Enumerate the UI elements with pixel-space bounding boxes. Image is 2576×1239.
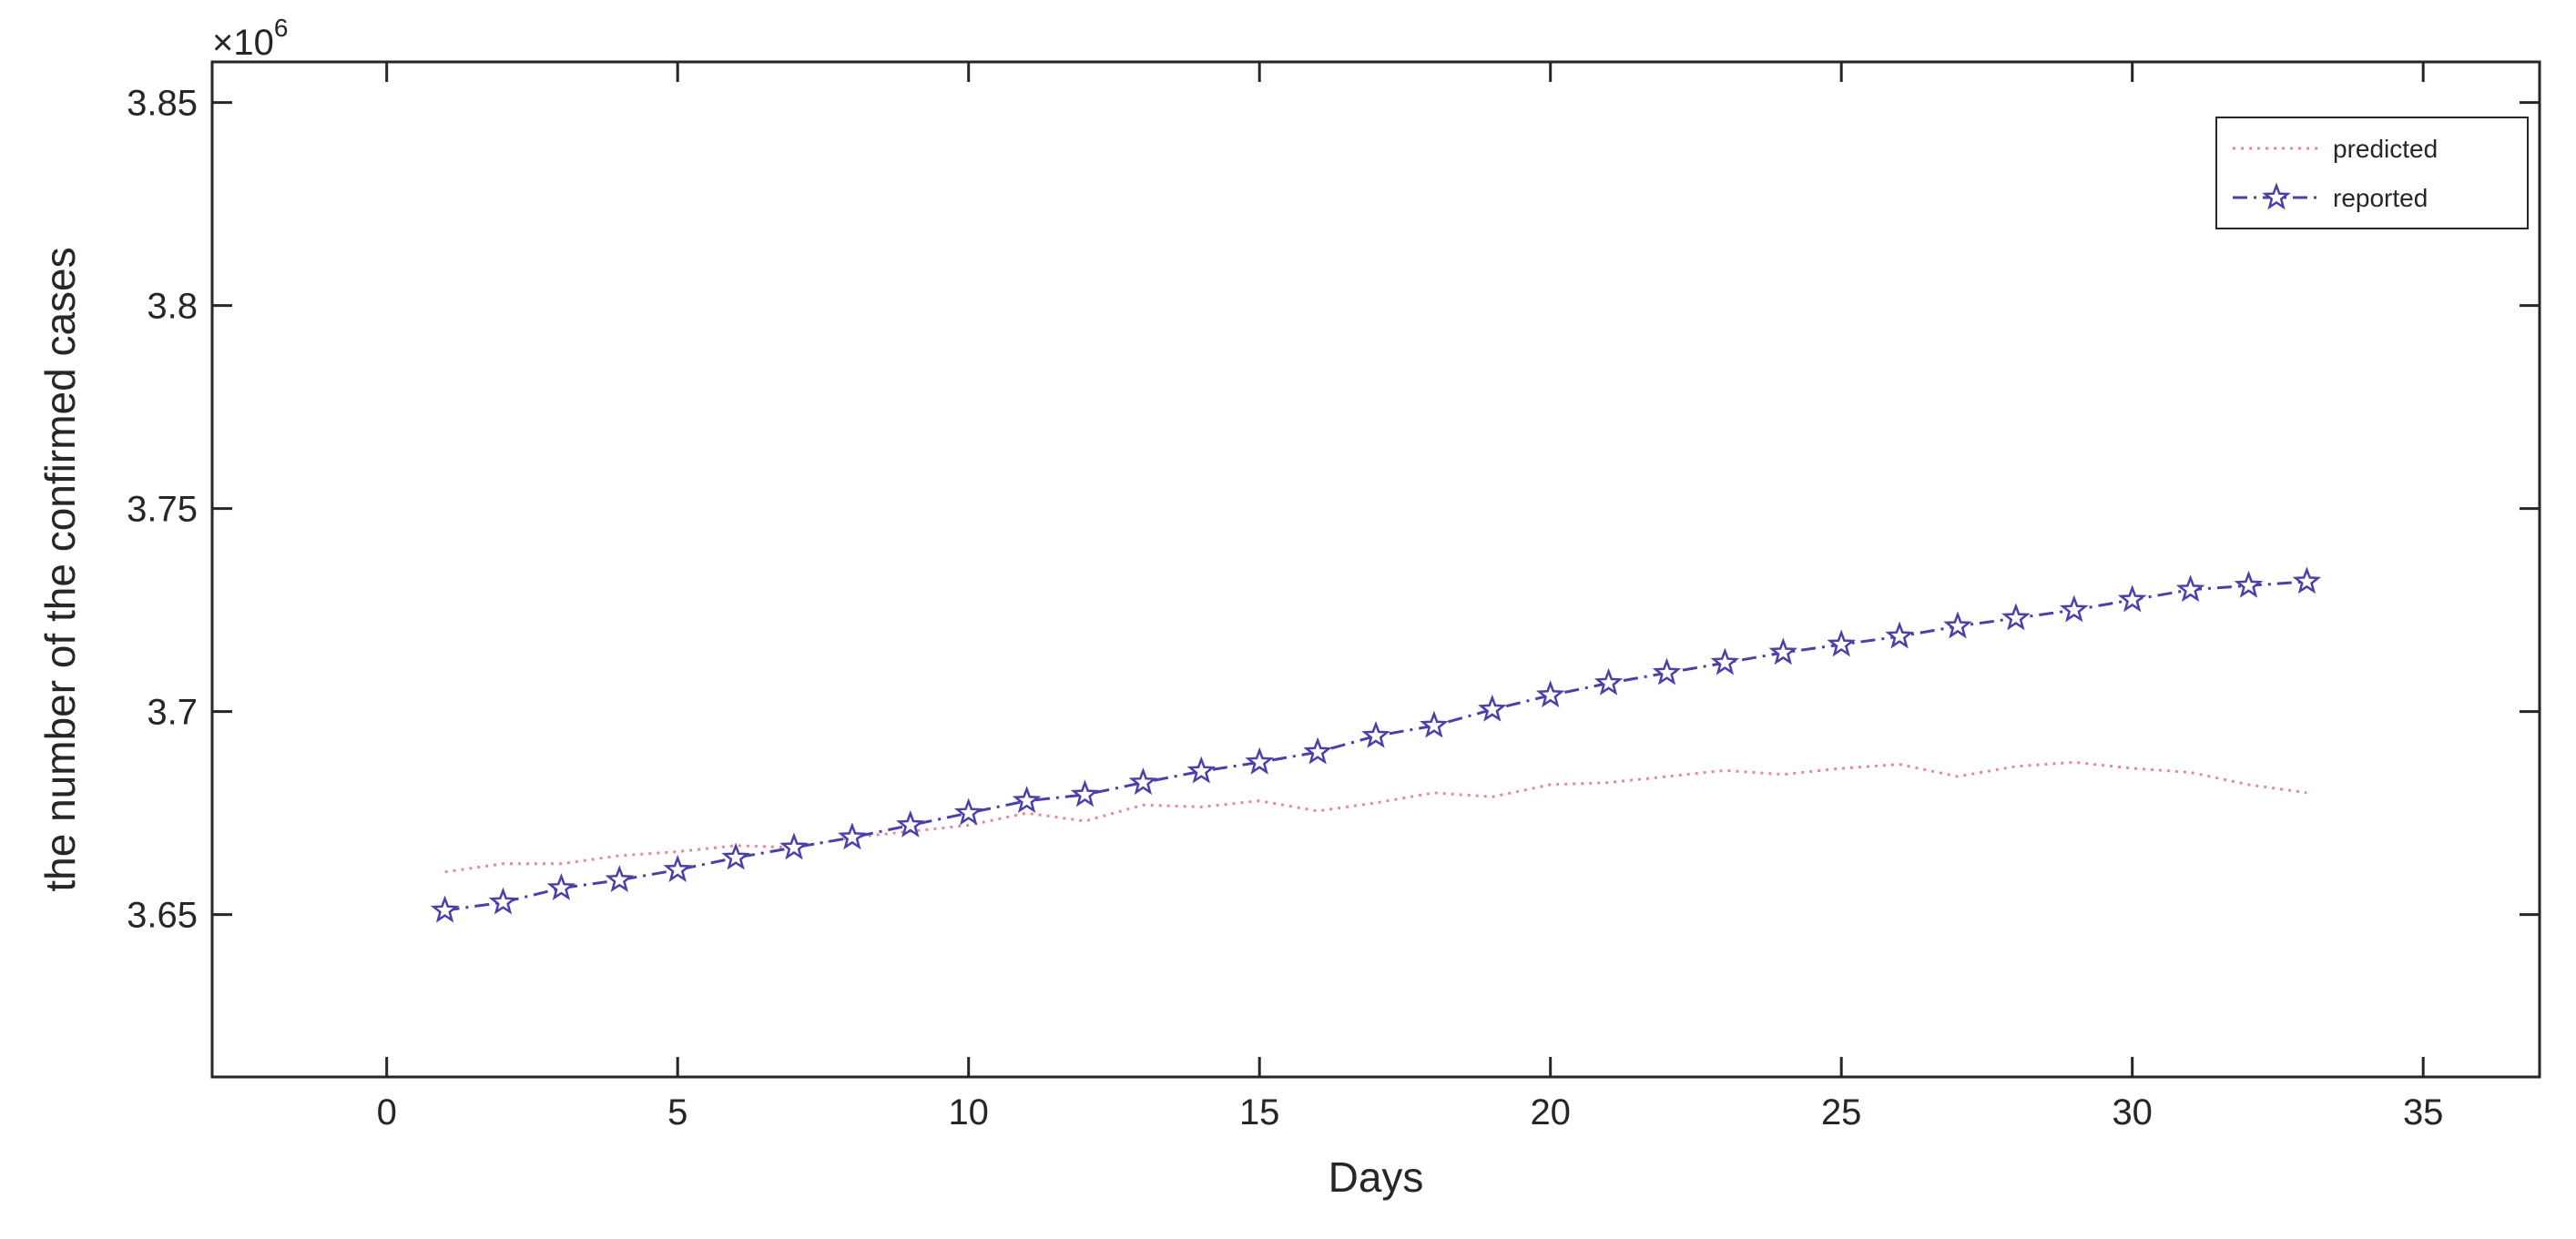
- y-axis: 3.65 3.7 3.75 3.8 3.85: [127, 84, 2540, 936]
- data-point-reported: [2234, 570, 2264, 598]
- data-point-reported: [1070, 779, 1100, 807]
- x-tick-label: 25: [1821, 1092, 1862, 1132]
- series-reported: [430, 566, 2322, 923]
- data-point-reported: [1652, 657, 1682, 686]
- data-point-reported: [1885, 621, 1914, 649]
- legend-box: [2215, 117, 2529, 229]
- y-tick-label: 3.8: [147, 287, 198, 327]
- series-layer: [430, 566, 2322, 923]
- data-point-reported: [663, 854, 693, 882]
- data-point-reported: [953, 797, 983, 826]
- data-point-reported: [1768, 637, 1798, 665]
- y-axis-multiplier: ×106: [212, 14, 288, 63]
- legend-label-reported: reported: [2333, 184, 2428, 212]
- series-predicted: [444, 760, 2307, 874]
- data-point-reported: [1943, 611, 1972, 639]
- legend-marker-reported: [2262, 182, 2291, 210]
- data-point-reported: [430, 895, 460, 923]
- y-tick-label: 3.7: [147, 693, 198, 733]
- data-point-reported: [1303, 736, 1332, 765]
- data-point-reported: [1478, 694, 1507, 722]
- data-point-reported: [1710, 647, 1740, 675]
- data-point-reported: [1361, 720, 1390, 748]
- data-point-reported: [721, 842, 750, 870]
- y-tick-label: 3.65: [127, 896, 198, 936]
- y-tick-label: 3.75: [127, 490, 198, 530]
- y-axis-multiplier-exponent: 6: [274, 14, 289, 42]
- legend-star-icon: [2262, 182, 2291, 210]
- data-point-reported: [896, 809, 925, 838]
- x-tick-label: 35: [2403, 1092, 2444, 1132]
- series-line-predicted: [444, 760, 2307, 874]
- data-point-reported: [2059, 594, 2089, 623]
- data-point-reported: [488, 887, 518, 915]
- legend: predicted reported: [2215, 117, 2529, 229]
- x-axis-title: Days: [1329, 1153, 1424, 1201]
- data-point-reported: [2292, 566, 2322, 594]
- data-point-reported: [2001, 603, 2031, 631]
- y-axis-title: the number of the confirmed cases: [36, 247, 84, 891]
- plot-area: [210, 60, 2541, 1079]
- data-point-reported: [779, 832, 809, 860]
- data-point-reported: [546, 873, 576, 900]
- data-point-reported: [1420, 710, 1449, 738]
- x-tick-label: 5: [667, 1092, 687, 1132]
- y-tick-label: 3.85: [127, 84, 198, 124]
- data-point-reported: [1827, 629, 1857, 657]
- data-point-reported: [2175, 574, 2205, 603]
- legend-label-predicted: predicted: [2333, 135, 2438, 163]
- data-point-reported: [1128, 767, 1158, 796]
- x-tick-label: 10: [948, 1092, 989, 1132]
- data-point-reported: [1186, 756, 1217, 784]
- x-tick-label: 20: [1530, 1092, 1571, 1132]
- x-tick-label: 0: [377, 1092, 397, 1132]
- data-point-reported: [2117, 584, 2147, 613]
- data-point-reported: [1535, 680, 1565, 708]
- y-axis-multiplier-base: ×10: [212, 23, 274, 63]
- x-tick-label: 15: [1239, 1092, 1280, 1132]
- x-tick-label: 30: [2112, 1092, 2153, 1132]
- data-point-reported: [1245, 746, 1275, 775]
- data-point-reported: [1593, 667, 1624, 696]
- data-point-reported: [838, 822, 867, 850]
- data-point-reported: [605, 865, 635, 893]
- x-axis: 0 5 10 15 20 25 30 35: [377, 62, 2444, 1132]
- data-point-reported: [1012, 786, 1042, 814]
